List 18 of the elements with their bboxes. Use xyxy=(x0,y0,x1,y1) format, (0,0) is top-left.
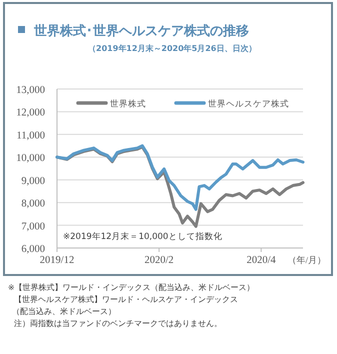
legend-label: 世界株式 xyxy=(110,98,146,110)
y-tick-label: 11,000 xyxy=(16,130,45,142)
y-tick-label: 7,000 xyxy=(21,221,45,232)
x-tick-label: 2019/12 xyxy=(40,255,74,266)
chart-title: 世界株式･世界ヘルスケア株式の推移 xyxy=(33,23,249,39)
y-tick-label: 9,000 xyxy=(21,176,45,187)
x-tick-label: 2020/2 xyxy=(144,255,174,266)
y-tick-label: 10,000 xyxy=(16,153,45,164)
y-tick-label: 8,000 xyxy=(21,198,45,210)
line-series xyxy=(56,144,304,211)
chart-subtitle: （2019年12月末～2020年5月26日、日次） xyxy=(88,44,256,53)
y-tick-label: 6,000 xyxy=(21,244,45,255)
legend-label: 世界ヘルスケア株式 xyxy=(208,98,289,110)
annotation: ※2019年12月末＝10,000として指数化 xyxy=(63,231,222,242)
y-tick-label: 12,000 xyxy=(16,108,45,119)
y-tick-label: 13,000 xyxy=(16,85,45,96)
x-axis-title: （年/月） xyxy=(287,255,326,265)
x-tick-label: 2020/4 xyxy=(246,255,276,266)
